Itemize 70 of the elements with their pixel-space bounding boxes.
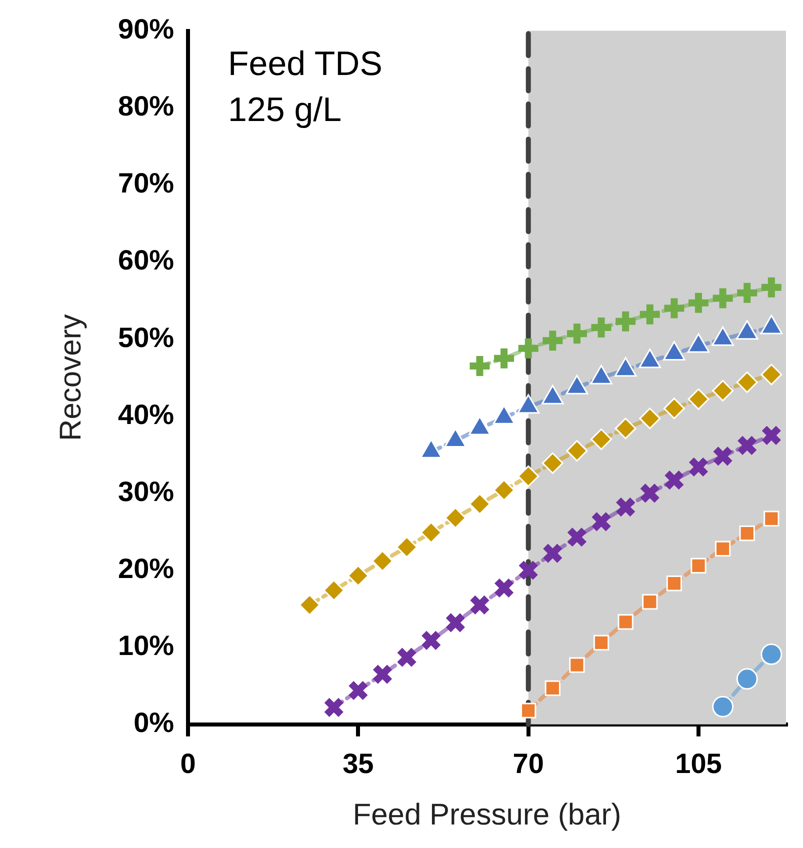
x-tick-label: 0 <box>180 748 196 779</box>
point <box>420 522 442 544</box>
y-tick-label: 70% <box>118 168 174 199</box>
point <box>736 371 758 393</box>
point <box>712 380 734 402</box>
point <box>590 511 612 532</box>
point <box>663 398 685 420</box>
point <box>688 388 710 410</box>
point <box>688 456 710 478</box>
y-tick-label: 60% <box>118 244 174 276</box>
point <box>712 696 734 718</box>
point <box>690 558 706 574</box>
point <box>420 630 442 651</box>
point <box>590 428 612 450</box>
annotation: Feed TDS 125 g/L <box>228 45 382 130</box>
point <box>712 446 734 467</box>
y-tick-label: 30% <box>118 476 174 507</box>
point <box>714 540 731 557</box>
point <box>764 510 780 526</box>
x-axis-title: Feed Pressure (bar) <box>352 798 622 832</box>
point <box>372 550 394 572</box>
point <box>323 580 345 602</box>
point <box>348 680 369 702</box>
x-tick-label: 70 <box>512 748 544 779</box>
point <box>493 479 515 501</box>
y-tick-label: 80% <box>118 90 174 122</box>
point <box>518 465 540 487</box>
point <box>736 434 758 456</box>
x-tick-label: 105 <box>675 748 722 779</box>
y-tick-label: 0% <box>134 707 174 738</box>
point <box>542 542 564 564</box>
point <box>469 594 490 616</box>
point <box>666 576 682 592</box>
point <box>642 594 658 610</box>
y-tick-label: 10% <box>118 630 174 662</box>
point <box>468 493 490 515</box>
point <box>520 702 536 718</box>
point <box>518 560 539 581</box>
point <box>396 646 418 668</box>
point <box>614 418 636 440</box>
x-tick-label: 35 <box>342 748 374 779</box>
y-tick-label: 90% <box>118 14 174 45</box>
y-tick-label: 50% <box>118 322 174 353</box>
point <box>396 536 418 558</box>
point <box>544 680 560 696</box>
point <box>566 526 588 548</box>
point <box>493 577 515 599</box>
point <box>569 657 585 673</box>
point <box>323 696 344 718</box>
point <box>739 525 755 542</box>
point <box>347 564 369 586</box>
point <box>760 644 782 666</box>
point <box>566 440 588 462</box>
point <box>444 612 466 634</box>
point <box>298 594 320 616</box>
y-tick-label: 40% <box>118 398 174 430</box>
point <box>664 470 685 491</box>
y-axis-title: Recovery <box>54 314 88 441</box>
point <box>593 634 610 651</box>
point <box>372 664 394 685</box>
point <box>639 482 660 504</box>
point <box>736 668 758 690</box>
point <box>760 424 782 446</box>
y-tick-label: 20% <box>118 552 174 584</box>
point <box>760 364 782 386</box>
point <box>639 408 661 430</box>
point <box>615 496 636 518</box>
point <box>444 507 466 529</box>
point <box>618 614 634 630</box>
point <box>542 452 564 474</box>
